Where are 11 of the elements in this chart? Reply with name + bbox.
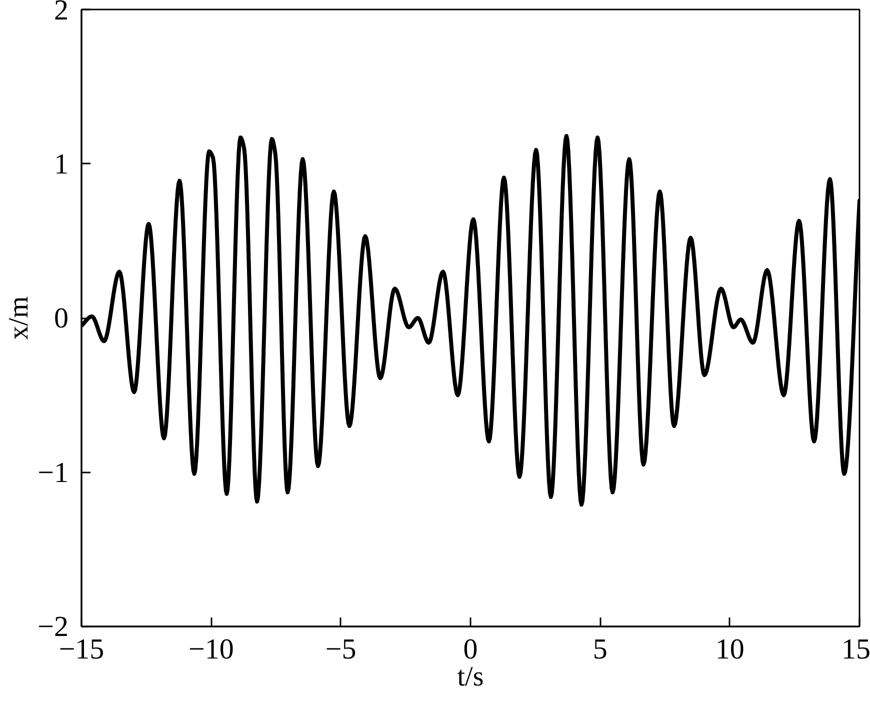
y-tick-label: −1 [38,456,69,489]
y-tick-label: 0 [54,302,68,334]
x-tick-label: −5 [325,634,356,666]
x-tick-label: −10 [188,634,234,666]
y-tick-label: 2 [54,0,68,26]
y-tick-label: 1 [54,148,68,180]
x-tick-label: 5 [592,634,608,666]
x-tick-label: 15 [842,634,870,666]
x-tick-label: 10 [715,634,744,666]
y-axis-title: x/m [4,296,35,340]
y-tick-label: −2 [38,611,69,643]
